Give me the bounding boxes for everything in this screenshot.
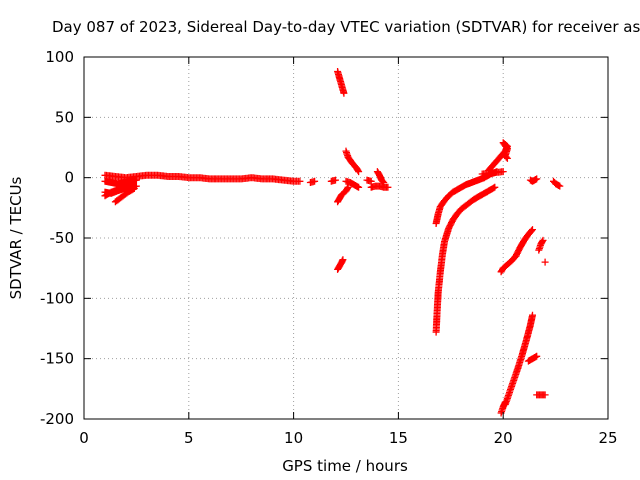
series-arc-21	[512, 226, 536, 260]
series-arc-9	[334, 183, 352, 206]
series-arc-28	[526, 175, 541, 185]
plot-frame	[83, 56, 609, 420]
x-tick-label: 25	[598, 429, 617, 447]
data-points	[101, 68, 564, 417]
series-arc-12	[342, 177, 363, 191]
data-point-markers	[432, 183, 499, 336]
series-arc-25	[533, 391, 549, 399]
data-point-markers	[512, 226, 536, 260]
x-tick-label: 10	[284, 429, 303, 447]
data-point-markers	[541, 258, 549, 266]
x-axis-label: GPS time / hours	[282, 457, 408, 475]
series-arc-10	[334, 256, 347, 273]
data-point-markers	[111, 185, 138, 206]
data-point-markers	[342, 147, 363, 176]
data-point-markers	[101, 171, 304, 185]
series-arc-17	[432, 168, 501, 227]
series-arc-26	[535, 236, 547, 254]
y-tick-label: -50	[50, 229, 75, 247]
series-arc-6	[306, 177, 319, 186]
series-arc-13	[363, 176, 375, 185]
x-tick-label: 20	[494, 429, 513, 447]
series-arc-5	[111, 185, 138, 206]
series-arc-16	[432, 183, 499, 336]
data-point-markers	[497, 252, 520, 276]
y-axis-label: SDTVAR / TECUs	[7, 176, 25, 299]
data-point-markers	[306, 177, 319, 186]
data-point-markers	[334, 183, 352, 206]
data-point-markers	[373, 168, 388, 186]
series-arc-23	[501, 311, 536, 408]
series-arc-1	[101, 171, 304, 185]
axis-ticks: 0 5 10 15 20 25 100 50 0 -50 -100 -150 -200	[40, 48, 618, 447]
data-point-markers	[550, 177, 564, 190]
series-arc-4	[101, 181, 134, 200]
series-arc-2	[101, 176, 140, 188]
data-point-markers	[526, 175, 541, 185]
grid-lines	[84, 57, 608, 419]
series-arc-27	[541, 258, 549, 266]
series-arc-29	[550, 177, 564, 190]
y-tick-label: 0	[64, 169, 74, 187]
data-point-markers	[334, 256, 347, 273]
data-point-markers	[501, 311, 536, 408]
series-arc-7	[327, 176, 339, 185]
x-tick-label: 0	[79, 429, 89, 447]
data-point-markers	[533, 391, 549, 399]
data-point-markers	[101, 176, 140, 188]
data-point-markers	[363, 176, 375, 185]
series-arc-11	[342, 147, 363, 176]
data-point-markers	[535, 236, 547, 254]
y-tick-label: -200	[40, 410, 74, 428]
data-point-markers	[524, 352, 541, 365]
data-point-markers	[432, 168, 501, 227]
data-point-markers	[367, 182, 392, 191]
data-point-markers	[334, 68, 348, 97]
data-point-markers	[342, 177, 363, 191]
data-point-markers	[327, 176, 339, 185]
series-arc-8	[334, 68, 348, 97]
series-arc-24	[524, 352, 541, 365]
series-arc-18	[478, 168, 507, 178]
x-tick-label: 5	[184, 429, 194, 447]
series-arc-15	[367, 182, 392, 191]
x-tick-label: 15	[389, 429, 408, 447]
series-arc-20	[497, 252, 520, 276]
data-point-markers	[101, 181, 134, 200]
y-tick-label: 50	[55, 108, 74, 126]
y-tick-label: -100	[40, 289, 74, 307]
y-tick-label: 100	[45, 48, 74, 66]
chart-title: Day 087 of 2023, Sidereal Day-to-day VTE…	[52, 18, 640, 36]
series-arc-14	[373, 168, 388, 186]
series-arc-19	[485, 139, 511, 174]
data-point-markers	[485, 139, 511, 174]
y-tick-label: -150	[40, 350, 74, 368]
data-point-markers	[478, 168, 507, 178]
